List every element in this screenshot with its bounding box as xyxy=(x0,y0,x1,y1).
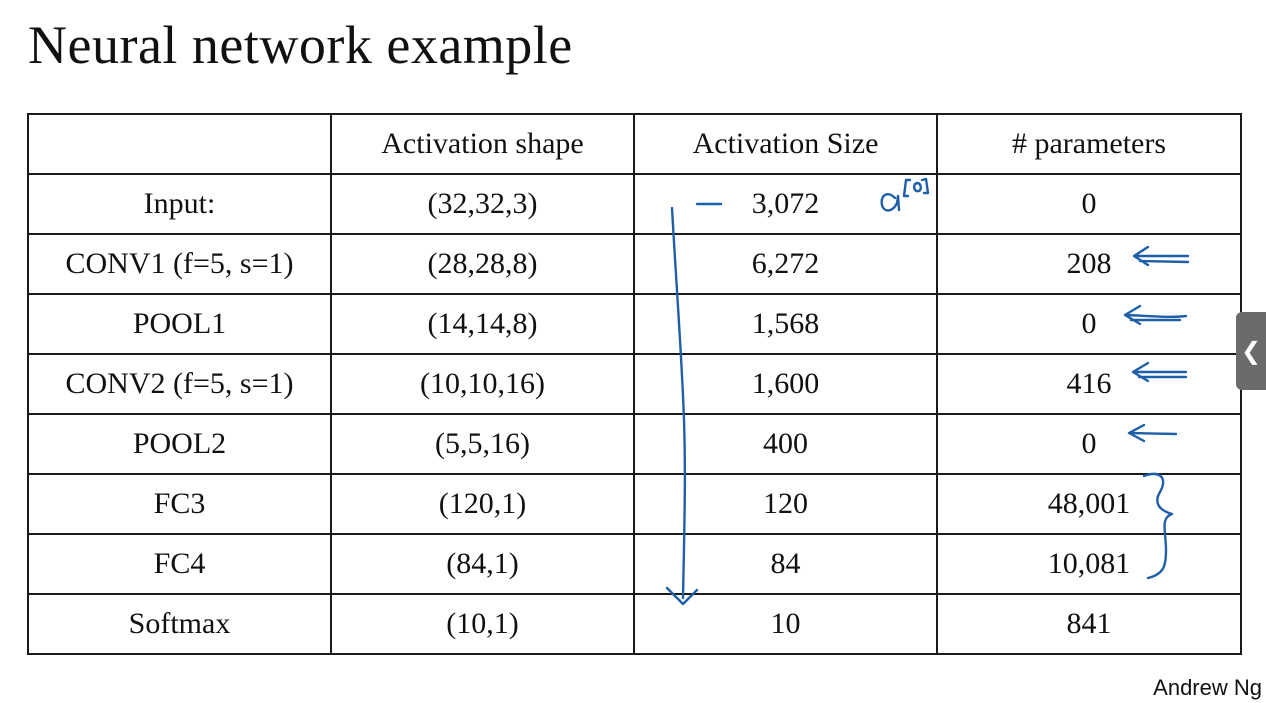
size-cell: 84 xyxy=(633,533,938,595)
header-activation-size: Activation Size xyxy=(633,113,938,175)
header-activation-shape: Activation shape xyxy=(330,113,635,175)
shape-cell: (120,1) xyxy=(330,473,635,535)
table-row: CONV1 (f=5, s=1) (28,28,8) 6,272 208 xyxy=(27,233,1242,295)
chevron-left-icon: ❮ xyxy=(1240,337,1262,365)
params-cell: 0 xyxy=(936,173,1242,235)
network-table: Activation shape Activation Size # param… xyxy=(27,113,1242,655)
header-parameters: # parameters xyxy=(936,113,1242,175)
header-layer xyxy=(27,113,332,175)
params-cell: 0 xyxy=(936,413,1242,475)
shape-cell: (28,28,8) xyxy=(330,233,635,295)
size-cell: 6,272 xyxy=(633,233,938,295)
table-row: Softmax (10,1) 10 841 xyxy=(27,593,1242,655)
size-cell: 10 xyxy=(633,593,938,655)
layer-cell: FC3 xyxy=(27,473,332,535)
table-row: CONV2 (f=5, s=1) (10,10,16) 1,600 416 xyxy=(27,353,1242,415)
table-row: Input: (32,32,3) 3,072 0 xyxy=(27,173,1242,235)
table-row: FC3 (120,1) 120 48,001 xyxy=(27,473,1242,535)
shape-cell: (10,10,16) xyxy=(330,353,635,415)
params-cell: 10,081 xyxy=(936,533,1242,595)
params-cell: 416 xyxy=(936,353,1242,415)
page-title: Neural network example xyxy=(28,15,573,75)
size-cell: 1,600 xyxy=(633,353,938,415)
side-panel-toggle[interactable]: ❮ xyxy=(1236,312,1266,390)
shape-cell: (5,5,16) xyxy=(330,413,635,475)
layer-cell: POOL2 xyxy=(27,413,332,475)
size-cell: 3,072 xyxy=(633,173,938,235)
table-row: POOL2 (5,5,16) 400 0 xyxy=(27,413,1242,475)
table-row: FC4 (84,1) 84 10,081 xyxy=(27,533,1242,595)
params-cell: 841 xyxy=(936,593,1242,655)
table-header-row: Activation shape Activation Size # param… xyxy=(27,113,1242,175)
params-cell: 0 xyxy=(936,293,1242,355)
shape-cell: (32,32,3) xyxy=(330,173,635,235)
size-cell: 400 xyxy=(633,413,938,475)
params-cell: 208 xyxy=(936,233,1242,295)
table-row: POOL1 (14,14,8) 1,568 0 xyxy=(27,293,1242,355)
size-cell: 1,568 xyxy=(633,293,938,355)
layer-cell: Input: xyxy=(27,173,332,235)
shape-cell: (14,14,8) xyxy=(330,293,635,355)
layer-cell: Softmax xyxy=(27,593,332,655)
layer-cell: CONV2 (f=5, s=1) xyxy=(27,353,332,415)
layer-cell: CONV1 (f=5, s=1) xyxy=(27,233,332,295)
author-credit: Andrew Ng xyxy=(1153,675,1262,700)
layer-cell: FC4 xyxy=(27,533,332,595)
shape-cell: (10,1) xyxy=(330,593,635,655)
params-cell: 48,001 xyxy=(936,473,1242,535)
layer-cell: POOL1 xyxy=(27,293,332,355)
shape-cell: (84,1) xyxy=(330,533,635,595)
size-cell: 120 xyxy=(633,473,938,535)
